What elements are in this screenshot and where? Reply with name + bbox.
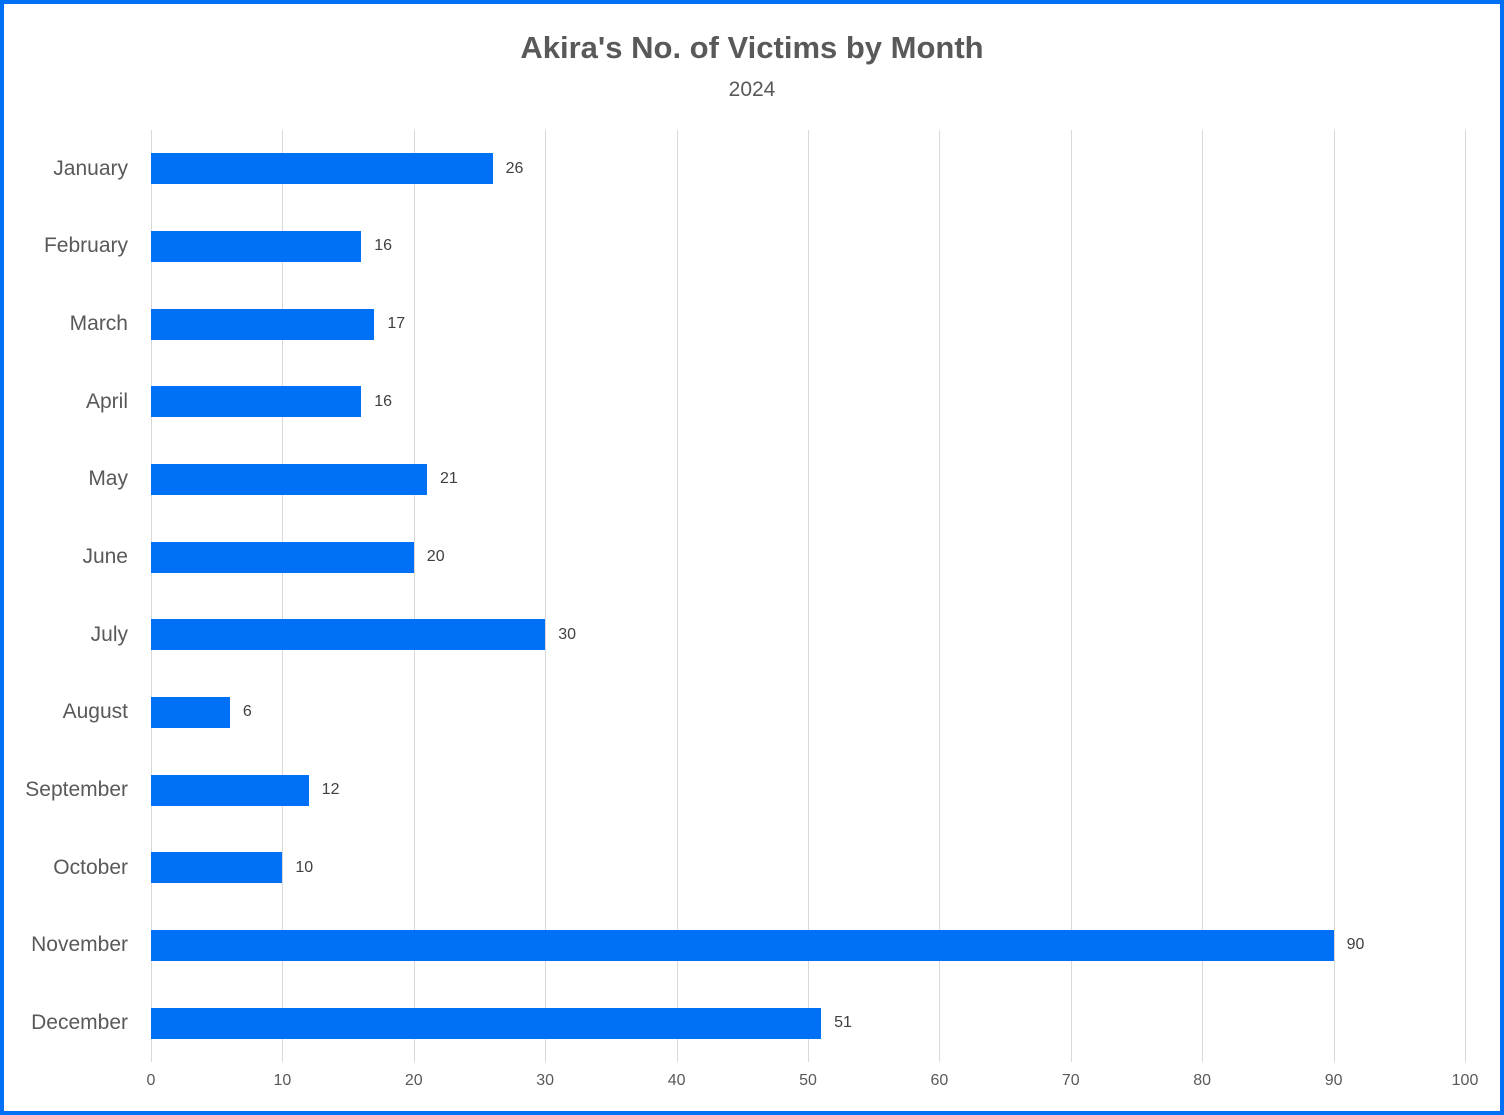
gridline [545,130,547,1062]
x-tick-label: 30 [536,1072,555,1089]
gridline [1333,130,1335,1062]
chart-row: January 26 [53,130,1465,208]
bar-april [151,386,362,418]
value-label: 51 [834,1014,852,1032]
chart-row: August 6 [63,674,1465,752]
value-label: 12 [321,781,340,799]
value-label: 20 [426,548,445,566]
x-axis: 0 10 20 30 40 50 60 70 80 90 100 [4,1072,1500,1102]
x-tick-label: 80 [1193,1072,1212,1089]
bar-november [151,929,1334,961]
gridline [939,130,941,1062]
x-tick-label: 10 [273,1072,292,1089]
bar-september [151,774,309,806]
category-label: March [69,312,128,336]
chart-row: May 21 [88,441,1465,519]
x-tick-label: 60 [930,1072,949,1089]
x-tick-label: 40 [667,1072,686,1089]
value-label: 30 [558,625,576,643]
chart-row: December 51 [31,984,1465,1062]
gridline [1070,130,1072,1062]
category-label: July [90,622,128,646]
gridline [413,130,415,1062]
x-tick-label: 20 [404,1072,423,1089]
chart-subtitle: 2024 [728,78,776,101]
bar-october [151,852,283,884]
bar-june [151,541,414,573]
bar-may [151,463,427,495]
bar-august [151,696,230,728]
gridline [151,130,152,1062]
category-label: October [53,855,128,879]
x-tick-label: 0 [146,1072,156,1089]
gridline [1465,130,1466,1062]
x-tick-label: 50 [799,1072,817,1089]
value-label: 16 [374,392,393,410]
value-label: 16 [374,237,393,255]
category-label: June [82,545,128,569]
gridline [676,130,678,1062]
chart-row: November 90 [31,907,1465,985]
value-label: 90 [1346,936,1365,954]
x-tick-label: 90 [1324,1072,1343,1089]
category-label: November [31,933,128,957]
value-label: 6 [242,703,252,721]
value-label: 26 [505,159,524,177]
value-label: 21 [439,470,458,488]
bar-july [151,619,546,651]
value-label: 10 [295,858,314,876]
chart-row: February 16 [44,208,1465,286]
x-tick-label: 70 [1061,1072,1080,1089]
category-label: January [53,156,128,180]
bar-march [151,308,375,340]
category-label: September [25,778,128,802]
chart-row: April 16 [86,363,1465,441]
gridline [282,130,284,1062]
value-label: 17 [387,315,406,333]
chart-row: July 30 [91,596,1465,674]
bar-january [151,153,493,185]
chart-title: Akira's No. of Victims by Month [520,30,984,65]
category-label: April [85,389,128,413]
chart-row: September 12 [25,751,1465,829]
plot-area: January 26 February 16 March 17 April 16 May 21 Ju… [25,130,1466,1062]
category-label: February [43,234,128,258]
chart-row: October 10 [53,829,1465,907]
category-label: December [31,1011,128,1035]
bar-february [151,230,362,262]
category-label: August [62,700,128,724]
chart-row: March 17 [70,285,1465,363]
category-label: May [88,467,128,491]
x-tick-label: 100 [1451,1072,1479,1089]
gridline [808,130,809,1062]
gridline [1202,130,1204,1062]
chart-row: June 20 [82,518,1465,596]
bar-december [151,1007,822,1039]
